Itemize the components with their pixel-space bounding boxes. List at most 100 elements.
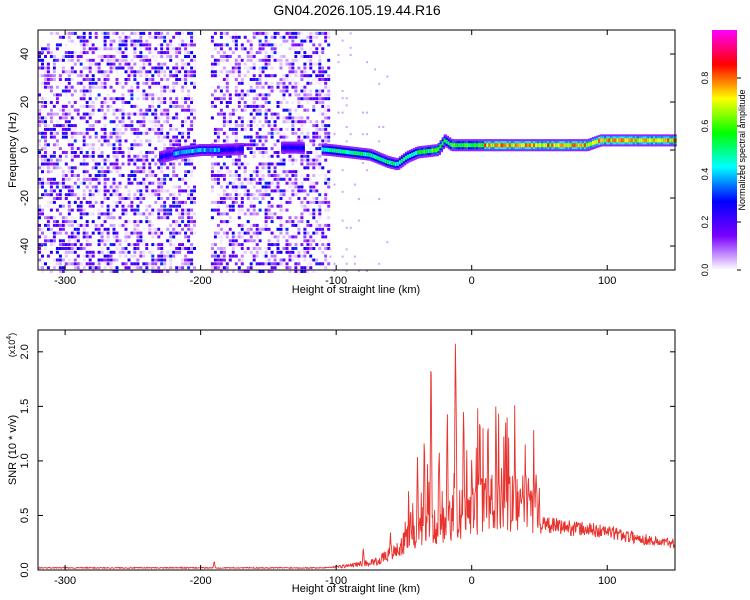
spectrogram-cell — [309, 223, 313, 227]
spectrogram-cell — [136, 162, 140, 166]
spectrogram-cell — [175, 197, 179, 200]
spectrogram-cell — [169, 243, 173, 247]
spectrogram-cell — [85, 223, 89, 227]
spectrogram-cell — [276, 243, 280, 247]
spectrogram-cell — [139, 181, 143, 185]
spectrogram-cell — [46, 70, 50, 74]
spectrogram-cell — [321, 31, 325, 35]
spectrogram-cell — [306, 143, 310, 147]
spectrogram-cell — [154, 270, 158, 273]
spectrogram-cell — [82, 208, 86, 212]
ridge-cell — [541, 143, 545, 148]
spectrogram-cell — [318, 250, 322, 254]
spectrogram-cell — [240, 166, 244, 170]
spectrogram-cell — [345, 126, 348, 128]
spectrogram-cell — [327, 208, 331, 212]
ridge-cell — [368, 152, 372, 157]
spectrogram-cell — [243, 62, 247, 66]
spectrogram-cell — [70, 66, 74, 70]
spectrogram-cell — [249, 200, 253, 204]
spectrogram-cell — [341, 90, 344, 92]
spectrogram-cell — [154, 81, 158, 85]
spectrogram-cell — [127, 55, 131, 58]
spectrogram-cell — [321, 231, 325, 235]
spectrogram-cell — [315, 135, 319, 139]
spectrogram-cell — [49, 185, 53, 189]
ridge-cell — [409, 153, 413, 158]
spectrogram-cell — [264, 58, 268, 62]
spectrogram-cell — [136, 247, 140, 250]
spectrogram-cell — [178, 247, 182, 250]
spectrogram-cell — [309, 39, 313, 43]
spectrogram-cell — [148, 62, 152, 66]
spectrogram-cell — [270, 47, 274, 51]
spectrogram-cell — [109, 124, 113, 128]
spectrogram-cell — [249, 78, 253, 81]
spectrogram-cell — [38, 74, 41, 78]
spectrogram-cell — [312, 131, 316, 135]
spectrogram-cell — [258, 177, 262, 181]
spectrogram-cell — [160, 78, 164, 81]
spectrogram-cell — [210, 70, 214, 74]
spectrogram-cell — [309, 258, 313, 262]
spectrogram-cell — [175, 208, 179, 212]
spectrogram-cell — [46, 174, 50, 177]
spectrogram-cell — [288, 93, 292, 97]
spectrogram-cell — [94, 158, 98, 162]
spectrogram-cell — [94, 227, 98, 231]
spectrogram-cell — [219, 227, 223, 231]
spectrogram-cell — [231, 266, 235, 270]
spectrogram-cell — [318, 147, 322, 151]
spectrogram-cell — [121, 143, 125, 147]
spectrogram-cell — [252, 51, 256, 55]
spectrogram-cell — [103, 227, 107, 231]
spectrogram-cell — [300, 220, 304, 224]
spectrogram-cell — [300, 104, 304, 108]
spectrogram-cell — [67, 258, 71, 262]
spectrogram-cell — [148, 227, 152, 231]
spectrogram-cell — [300, 216, 304, 220]
spectrogram-cell — [139, 170, 143, 174]
spectrogram-cell — [213, 127, 217, 131]
ridge-cell — [185, 149, 189, 154]
spectrogram-cell — [327, 55, 331, 58]
spectrogram-cell — [112, 177, 116, 181]
spectrogram-cell — [85, 166, 89, 170]
spectrogram-cell — [267, 193, 271, 197]
spectrogram-cell — [210, 55, 214, 58]
spectrogram-cell — [297, 116, 301, 120]
spectrogram-cell — [213, 235, 217, 239]
spectrogram-cell — [178, 223, 182, 227]
spectrogram-cell — [279, 43, 283, 47]
spectrogram-cell — [79, 39, 83, 43]
spectrogram-cell — [306, 193, 310, 197]
spectrogram-cell — [103, 39, 107, 43]
spectrogram-cell — [38, 243, 41, 247]
spectrogram-cell — [258, 220, 262, 224]
spectrogram-cell — [309, 31, 313, 35]
spectrogram-cell — [145, 39, 149, 43]
spectrogram-cell — [115, 108, 119, 112]
spectrogram-cell — [166, 116, 170, 120]
ridge-cell — [514, 143, 519, 148]
spectrogram-cell — [270, 127, 274, 131]
spectrogram-cell — [64, 97, 68, 101]
spectrogram-cell — [46, 181, 50, 185]
spectrogram-cell — [52, 154, 56, 158]
spectrogram-cell — [91, 250, 95, 254]
spectrogram-cell — [255, 227, 259, 231]
spectrogram-cell — [41, 254, 44, 258]
ridge-cell — [665, 138, 669, 143]
spectrogram-cell — [103, 254, 107, 258]
spectrogram-cell — [100, 47, 104, 51]
spectrogram-cell — [282, 78, 286, 81]
spectrogram-cell — [187, 231, 191, 235]
spectrogram-cell — [41, 158, 44, 162]
spectrogram-cell — [240, 58, 244, 62]
spectrogram-cell — [234, 120, 238, 124]
spectrogram-cell — [112, 243, 116, 247]
spectrogram-cell — [187, 127, 191, 131]
spectrogram-cell — [169, 247, 173, 250]
spectrogram-cell — [312, 185, 316, 189]
ridge-cell — [388, 160, 393, 165]
